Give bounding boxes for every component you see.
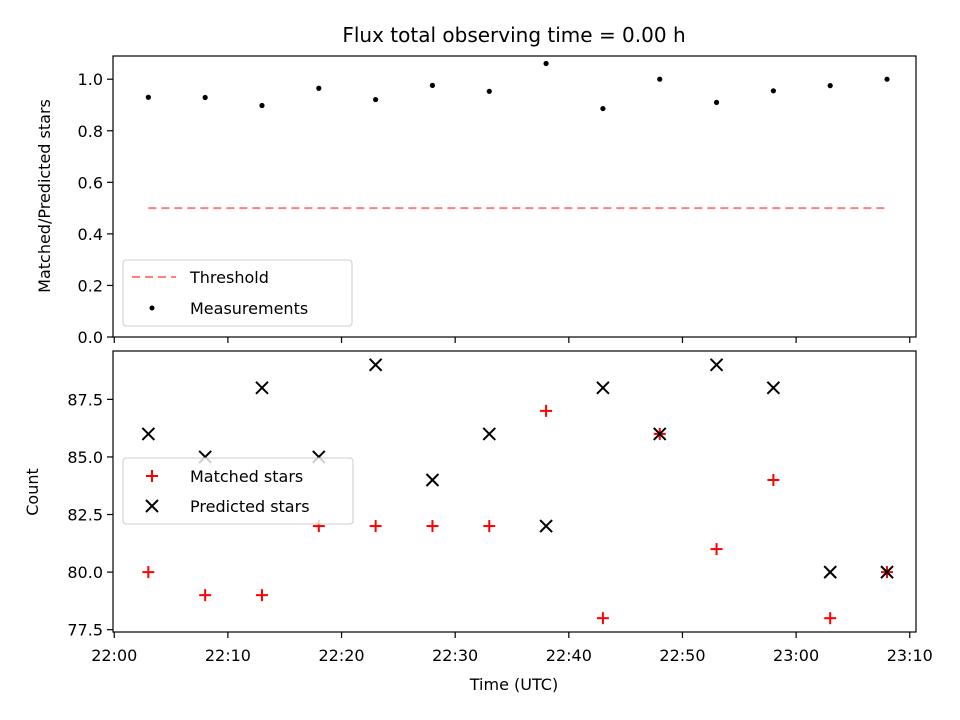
- predicted-x-b: [425, 473, 440, 487]
- predicted-x-b: [255, 381, 269, 395]
- measurement-point: [600, 105, 606, 112]
- bottom-ytick-label: 87.5: [67, 390, 103, 409]
- bottom-legend-box: [122, 457, 354, 525]
- measurement-point: [429, 82, 436, 88]
- top-series-layer: [145, 60, 890, 210]
- measurement-point: [316, 85, 322, 91]
- measurement-point: [770, 88, 776, 94]
- top-legend: Threshold Measurements: [122, 259, 353, 327]
- bottom-xtick-label: 23:10: [887, 646, 933, 665]
- top-ytick-label: 0.0: [78, 328, 103, 347]
- measurement-point: [884, 76, 890, 82]
- measurement-point: [713, 99, 720, 106]
- top-ytick-label: 0.6: [78, 173, 103, 192]
- legend-measurements-swatch: [149, 305, 155, 311]
- bottom-x-axis: 22:00 22:10 22:20 22:30 22:40 22:50 23:00 23:10: [91, 632, 933, 665]
- bottom-legend: Matched stars Predicted stars: [122, 457, 354, 525]
- top-panel: Flux total observing time = 0.00 h 0.00.…: [35, 23, 917, 347]
- predicted-star-point: [539, 519, 553, 533]
- matched-star-point: [710, 543, 723, 556]
- top-ytick-label: 0.2: [78, 276, 103, 295]
- legend-predicted-label: Predicted stars: [190, 497, 310, 516]
- legend-matched-label: Matched stars: [190, 467, 303, 486]
- matched-star-point: [142, 566, 155, 579]
- predicted-x-b: [482, 427, 496, 441]
- predicted-x-b: [368, 358, 383, 372]
- predicted-x-b: [596, 381, 610, 395]
- chart-title: Flux total observing time = 0.00 h: [342, 23, 685, 47]
- predicted-x-b: [141, 427, 156, 441]
- bottom-y-axis: 77.5 80.0 82.5 85.0 87.5: [67, 390, 113, 640]
- matched-star-point: [483, 520, 496, 533]
- bottom-xtick-label: 22:10: [205, 646, 251, 665]
- predicted-star-point: [482, 427, 496, 441]
- predicted-x-b: [539, 519, 553, 533]
- predicted-star-point: [255, 381, 269, 395]
- bottom-xtick-label: 22:40: [546, 646, 592, 665]
- bottom-ytick-label: 77.5: [67, 621, 103, 640]
- legend-measurements-label: Measurements: [190, 299, 308, 318]
- predicted-star-point: [766, 381, 781, 395]
- legend-predicted-swatch: [145, 499, 159, 513]
- top-x-axis: [113, 337, 911, 343]
- measurement-point: [145, 94, 151, 100]
- x-axis-label: Time (UTC): [469, 675, 558, 694]
- predicted-star-point: [368, 358, 383, 372]
- bottom-xtick-label: 22:30: [432, 646, 478, 665]
- bottom-panel: 77.5 80.0 82.5 85.0 87.5 22:00 22:10 22:20 22:3…: [23, 350, 933, 694]
- predicted-star-point: [653, 427, 667, 441]
- matched-star-point: [426, 520, 439, 533]
- predicted-x-b: [653, 427, 667, 441]
- matched-star-point: [596, 612, 609, 625]
- bottom-ytick-label: 85.0: [67, 448, 103, 467]
- predicted-x-b: [823, 565, 837, 579]
- measurement-point: [827, 83, 833, 89]
- measurement-point: [486, 88, 492, 94]
- top-legend-box: [122, 259, 353, 327]
- top-ytick-label: 1.0: [78, 70, 103, 89]
- measurement-point: [543, 60, 549, 67]
- legend-threshold-label: Threshold: [189, 268, 269, 287]
- matched-star-point: [767, 473, 780, 486]
- top-plot-area: [112, 55, 917, 338]
- matched-star-point: [369, 520, 382, 533]
- predicted-star-point: [709, 358, 724, 372]
- matched-star-point: [824, 612, 837, 625]
- bottom-xtick-label: 23:00: [773, 646, 819, 665]
- predicted-star-point: [141, 427, 156, 441]
- predicted-x-b: [709, 358, 724, 372]
- matched-star-point: [199, 589, 212, 602]
- top-y-axis-label: Matched/Predicted stars: [35, 99, 54, 293]
- predicted-star-point: [596, 381, 610, 395]
- measurement-point: [373, 96, 379, 103]
- matched-star-point: [255, 589, 268, 602]
- bottom-series-layer: [141, 358, 894, 625]
- measurement-point: [657, 76, 663, 82]
- bottom-ytick-label: 80.0: [67, 563, 103, 582]
- bottom-xtick-label: 22:50: [659, 646, 705, 665]
- predicted-star-point: [823, 565, 837, 579]
- bottom-plot-area: [112, 350, 917, 633]
- top-ytick-label: 0.4: [78, 225, 103, 244]
- bottom-y-axis-label: Count: [23, 468, 42, 516]
- predicted-x-b: [766, 381, 781, 395]
- top-y-axis: 0.0 0.2 0.4 0.6 0.8 1.0: [78, 70, 113, 347]
- predicted-star-point: [425, 473, 440, 487]
- matched-star-point: [540, 404, 553, 417]
- predicted-x-b: [880, 565, 894, 579]
- top-ytick-label: 0.8: [78, 122, 103, 141]
- measurement-point: [202, 94, 208, 101]
- bottom-xtick-label: 22:20: [318, 646, 364, 665]
- measurement-point: [259, 102, 265, 109]
- legend-matched-swatch: [146, 470, 158, 482]
- predicted-star-point: [880, 565, 894, 579]
- bottom-ytick-label: 82.5: [67, 506, 103, 525]
- bottom-xtick-label: 22:00: [91, 646, 137, 665]
